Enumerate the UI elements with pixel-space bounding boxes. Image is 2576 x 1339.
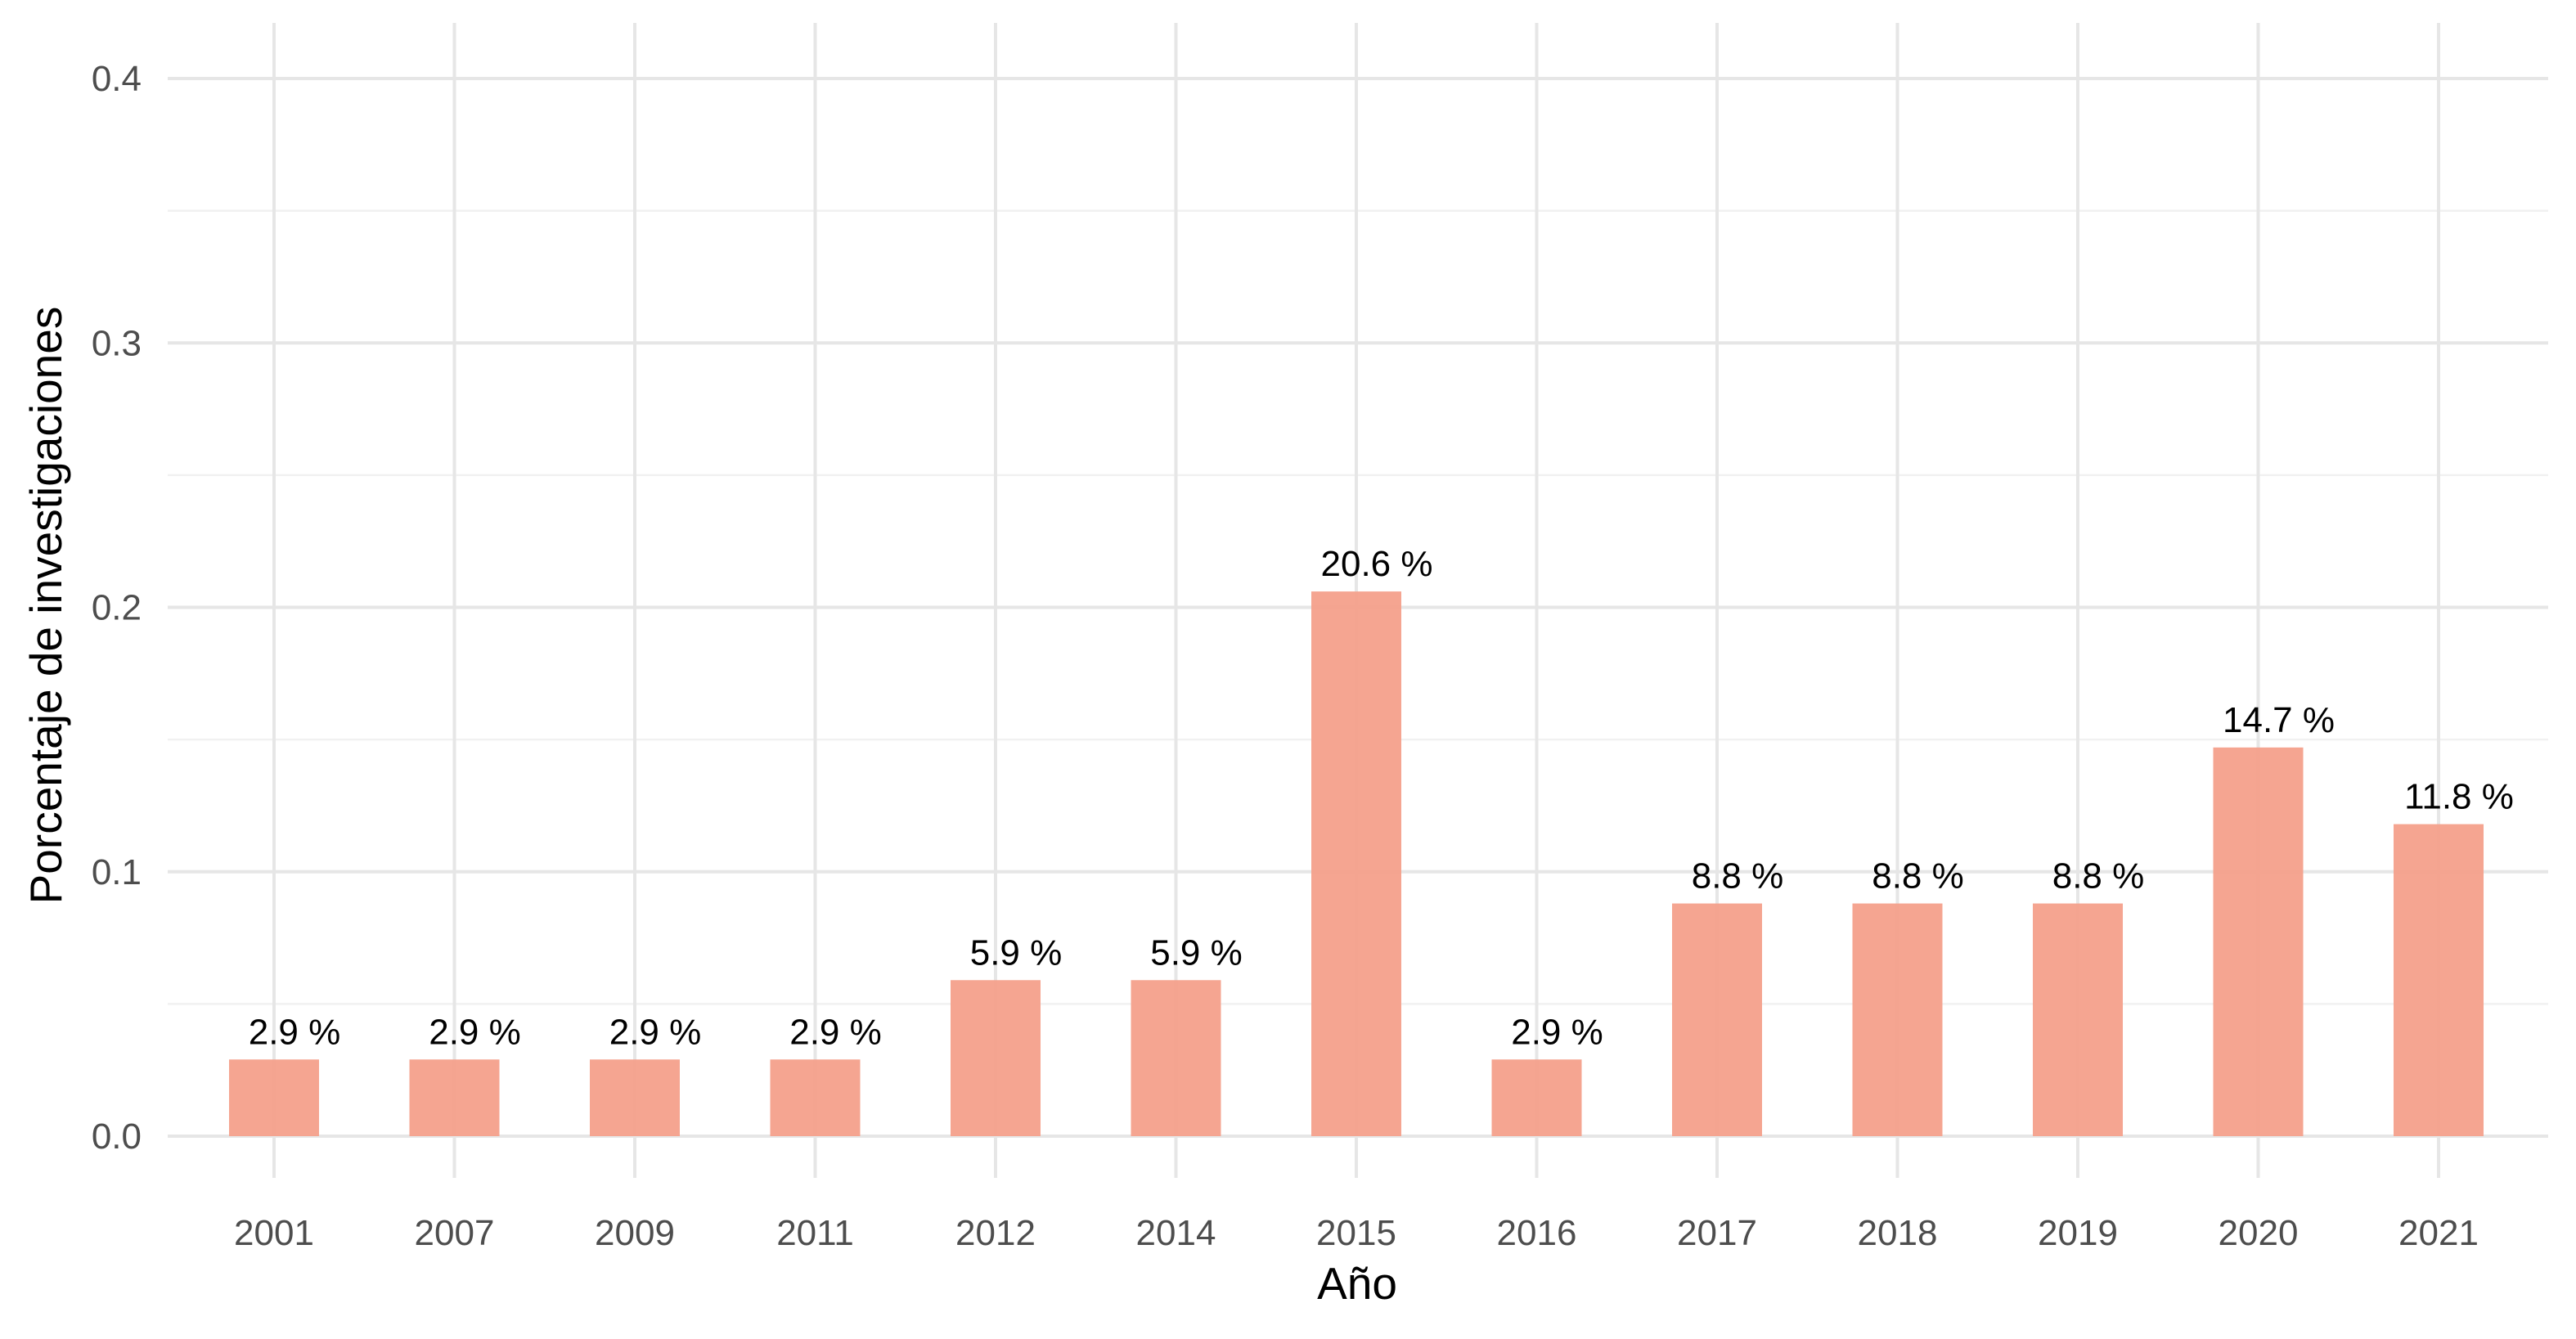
bar-2011 xyxy=(770,1059,861,1136)
y-axis-ticks: 0.0 0.1 0.2 0.3 0.4 xyxy=(92,59,142,1157)
y-tick-label: 0.3 xyxy=(92,323,142,363)
x-tick-label-2007: 2007 xyxy=(415,1213,495,1253)
y-tick-label: 0.0 xyxy=(92,1117,142,1157)
x-tick-label-2014: 2014 xyxy=(1136,1213,1216,1253)
data-label-2012: 5.9 % xyxy=(970,932,1063,973)
data-label-2014: 5.9 % xyxy=(1150,932,1243,973)
data-label-2016: 2.9 % xyxy=(1511,1012,1603,1052)
data-label-2009: 2.9 % xyxy=(609,1012,702,1052)
y-tick-label: 0.2 xyxy=(92,588,142,628)
x-tick-label-2021: 2021 xyxy=(2398,1213,2479,1253)
bar-2007 xyxy=(409,1059,500,1136)
x-tick-label-2016: 2016 xyxy=(1497,1213,1577,1253)
bar-2012 xyxy=(951,980,1041,1136)
x-tick-label-2001: 2001 xyxy=(234,1213,314,1253)
x-axis-ticks: 2001 2007 2009 2011 2012 2014 2015 2016 2017 2018… xyxy=(234,1213,2479,1253)
bars xyxy=(229,591,2484,1136)
data-label-2019: 8.8 % xyxy=(2052,856,2145,896)
x-tick-label-2012: 2012 xyxy=(955,1213,1036,1253)
x-tick-label-2011: 2011 xyxy=(776,1213,854,1253)
y-tick-label: 0.4 xyxy=(92,59,142,99)
data-labels: 2.9 % 2.9 % 2.9 % 2.9 % 5.9 % 5.9 % 20.6 % 2.9 … xyxy=(249,544,2514,1052)
bar-2015 xyxy=(1311,591,1401,1136)
bar-2017 xyxy=(1672,903,1762,1136)
data-label-2021: 11.8 % xyxy=(2404,777,2514,817)
bar-2014 xyxy=(1131,980,1221,1136)
y-axis-title: Porcentaje de investigaciones xyxy=(20,307,71,905)
data-label-2015: 20.6 % xyxy=(1321,544,1433,584)
data-label-2001: 2.9 % xyxy=(249,1012,341,1052)
x-tick-label-2020: 2020 xyxy=(2219,1213,2299,1253)
bar-2020 xyxy=(2213,747,2304,1136)
data-label-2017: 8.8 % xyxy=(1692,856,1784,896)
x-tick-label-2009: 2009 xyxy=(595,1213,675,1253)
data-label-2011: 2.9 % xyxy=(789,1012,882,1052)
y-tick-label: 0.1 xyxy=(92,852,142,892)
bar-2019 xyxy=(2033,903,2123,1136)
bar-2016 xyxy=(1491,1059,1582,1136)
x-tick-label-2018: 2018 xyxy=(1858,1213,1938,1253)
data-label-2018: 8.8 % xyxy=(1872,856,1964,896)
x-axis-title: Año xyxy=(1317,1258,1397,1309)
bar-2001 xyxy=(229,1059,319,1136)
data-label-2020: 14.7 % xyxy=(2223,700,2335,740)
x-tick-label-2019: 2019 xyxy=(2038,1213,2118,1253)
bar-2009 xyxy=(590,1059,680,1136)
x-tick-label-2017: 2017 xyxy=(1677,1213,1757,1253)
data-label-2007: 2.9 % xyxy=(429,1012,521,1052)
x-tick-label-2015: 2015 xyxy=(1316,1213,1396,1253)
bar-2018 xyxy=(1852,903,1943,1136)
bar-2021 xyxy=(2394,824,2484,1136)
